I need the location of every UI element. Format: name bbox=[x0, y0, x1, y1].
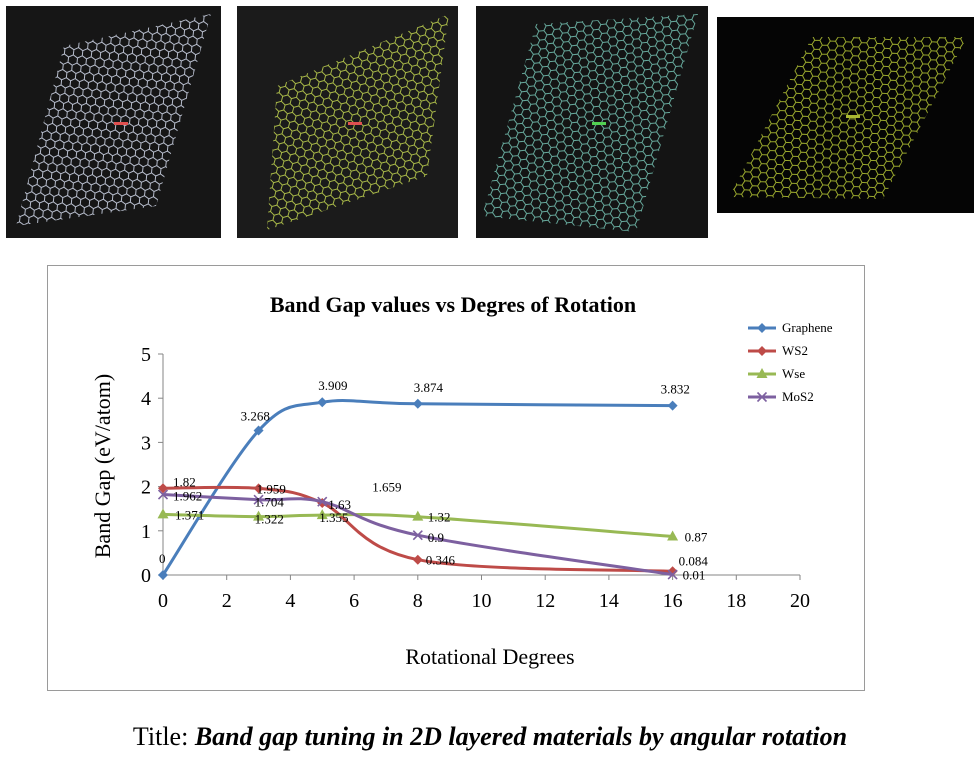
data-point bbox=[667, 530, 679, 541]
data-point bbox=[412, 530, 423, 541]
legend-label: WS2 bbox=[782, 343, 808, 358]
data-labels: 0 3.268 3.909 3.874 3.832 1.962 1.959 1.63 0.346… bbox=[159, 378, 708, 582]
chart-area: Band Gap values vs Degres of Rotation Ro… bbox=[47, 265, 865, 691]
legend-marker bbox=[757, 346, 767, 356]
x-tick-label: 16 bbox=[663, 590, 683, 612]
y-tick-label: 1 bbox=[141, 521, 151, 543]
legend-label: Graphene bbox=[782, 320, 833, 335]
wse-lattice-photo bbox=[476, 6, 708, 238]
data-point bbox=[667, 400, 678, 411]
data-point bbox=[253, 510, 265, 521]
data-label: 1.355 bbox=[319, 510, 348, 525]
data-point bbox=[667, 566, 678, 577]
data-label: 3.268 bbox=[241, 409, 270, 424]
x-tick-label: 10 bbox=[472, 590, 492, 612]
band-gap-chart: Band Gap values vs Degres of Rotation Ro… bbox=[90, 292, 833, 669]
data-label: 1.962 bbox=[173, 488, 202, 503]
data-point bbox=[253, 425, 264, 436]
legend: Graphene WS2 Wse MoS2 bbox=[748, 320, 833, 404]
y-tick-label: 5 bbox=[141, 344, 151, 366]
data-label: 3.874 bbox=[414, 380, 444, 395]
x-tick-label: 14 bbox=[599, 590, 619, 612]
y-tick-label: 2 bbox=[141, 477, 151, 499]
series-mos2 bbox=[157, 489, 678, 580]
data-label: 3.909 bbox=[318, 378, 347, 393]
graphene-lattice-photo bbox=[6, 6, 221, 238]
legend-marker bbox=[757, 323, 767, 333]
legend-marker bbox=[756, 368, 768, 378]
photo-accent-mark bbox=[592, 122, 606, 125]
data-label: 0.87 bbox=[685, 530, 708, 545]
y-tick-label: 3 bbox=[141, 432, 151, 454]
x-tick-label: 6 bbox=[349, 590, 359, 612]
x-tick-label: 12 bbox=[535, 590, 555, 612]
data-point bbox=[412, 510, 424, 521]
legend-label: MoS2 bbox=[782, 389, 814, 404]
caption-lead: Title: bbox=[132, 722, 195, 751]
series-layer bbox=[157, 397, 679, 580]
data-label: 1.63 bbox=[328, 497, 351, 512]
data-label: 1.371 bbox=[175, 507, 204, 522]
data-label: 0.084 bbox=[679, 553, 709, 568]
data-label: 1.82 bbox=[173, 475, 196, 490]
data-point bbox=[316, 509, 328, 520]
x-tick-label: 0 bbox=[158, 590, 168, 612]
mos2-lattice-photo bbox=[717, 17, 974, 213]
data-point bbox=[412, 554, 423, 565]
x-tick-label: 8 bbox=[413, 590, 423, 612]
y-axis-label: Band Gap (eV/atom) bbox=[90, 374, 115, 559]
data-point bbox=[253, 494, 264, 505]
data-label: 3.832 bbox=[661, 382, 690, 397]
data-label: 1.322 bbox=[255, 512, 284, 527]
y-tick-label: 4 bbox=[141, 388, 151, 410]
data-point bbox=[157, 489, 169, 500]
graphene-lattice-image bbox=[6, 6, 221, 238]
legend-marker bbox=[756, 391, 768, 403]
series-line bbox=[162, 493, 673, 577]
data-label: 1.659 bbox=[372, 480, 401, 495]
series-line bbox=[162, 485, 673, 573]
x-tick-label: 2 bbox=[222, 590, 232, 612]
x-axis-label: Rotational Degrees bbox=[405, 644, 574, 669]
series-wse bbox=[157, 508, 679, 541]
data-label: 1.959 bbox=[257, 481, 286, 496]
photo-accent-mark bbox=[348, 122, 362, 125]
legend-label: Wse bbox=[782, 366, 805, 381]
data-label: 0.9 bbox=[428, 530, 444, 545]
x-tick-label: 4 bbox=[285, 590, 295, 612]
data-point bbox=[158, 570, 168, 580]
data-point bbox=[317, 496, 328, 507]
photo-background bbox=[6, 6, 221, 238]
data-point bbox=[158, 483, 168, 494]
data-point bbox=[412, 398, 423, 409]
data-point bbox=[667, 569, 678, 580]
data-label: 0 bbox=[159, 551, 166, 566]
data-point bbox=[317, 397, 328, 408]
caption-body: Band gap tuning in 2D layered materials … bbox=[194, 722, 848, 751]
mos2-lattice-image bbox=[717, 17, 974, 213]
data-label: 0.01 bbox=[683, 568, 706, 583]
y-tick-label: 0 bbox=[141, 565, 151, 587]
ws2-lattice-photo bbox=[237, 6, 458, 238]
figure-caption: Title: Band gap tuning in 2D layered mat… bbox=[0, 722, 980, 752]
data-point bbox=[157, 508, 169, 519]
ws2-lattice-image bbox=[237, 6, 458, 238]
wse-lattice-image bbox=[476, 6, 708, 238]
x-tick-label: 18 bbox=[726, 590, 746, 612]
data-label: 0.346 bbox=[426, 553, 456, 568]
series-graphene bbox=[158, 397, 678, 580]
data-label: 1.32 bbox=[428, 510, 451, 525]
photo-background bbox=[237, 6, 458, 238]
series-line bbox=[162, 512, 673, 538]
photo-accent-mark bbox=[846, 115, 860, 118]
chart-title: Band Gap values vs Degres of Rotation bbox=[270, 292, 636, 317]
data-label: 1.704 bbox=[255, 495, 285, 510]
photo-accent-mark bbox=[114, 122, 128, 125]
x-tick-label: 20 bbox=[790, 590, 810, 612]
series-ws2 bbox=[158, 483, 678, 577]
